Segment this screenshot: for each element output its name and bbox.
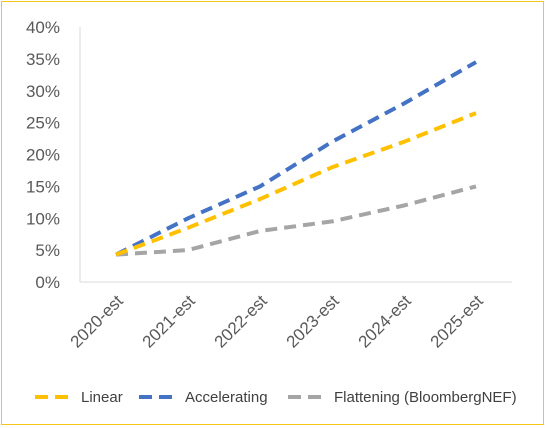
y-tick-label: 0%: [35, 273, 60, 292]
y-tick-label: 15%: [26, 177, 60, 196]
series-line-accelerating: [115, 60, 477, 257]
x-tick-label: 2022-est: [211, 291, 271, 351]
legend-label: Flattening (BloombergNEF): [334, 389, 517, 406]
series-line-flattening: [115, 184, 477, 257]
y-tick-label: 10%: [26, 209, 60, 228]
y-tick-label: 20%: [26, 146, 60, 165]
y-tick-label: 35%: [26, 50, 60, 69]
y-tick-label: 5%: [35, 241, 60, 260]
x-tick-label: 2020-est: [67, 291, 127, 351]
y-tick-label: 30%: [26, 82, 60, 101]
x-tick-label: 2023-est: [283, 291, 343, 351]
x-axis-labels: 2020-est 2021-est 2022-est 2023-est 2024-est…: [67, 291, 487, 351]
y-tick-label: 40%: [26, 18, 60, 37]
x-tick-label: 2021-est: [139, 291, 199, 351]
series-lines: [115, 60, 477, 257]
legend-label: Linear: [81, 389, 123, 406]
y-axis-labels: 0% 5% 10% 15% 20% 25% 30% 35% 40%: [26, 18, 60, 292]
series-line-linear: [115, 111, 477, 257]
x-tick-label: 2024-est: [355, 291, 415, 351]
legend-label: Accelerating: [185, 389, 268, 406]
legend: Linear Accelerating Flattening (BloombergN…: [35, 389, 517, 406]
y-tick-label: 25%: [26, 114, 60, 133]
x-tick-label: 2025-est: [427, 291, 487, 351]
